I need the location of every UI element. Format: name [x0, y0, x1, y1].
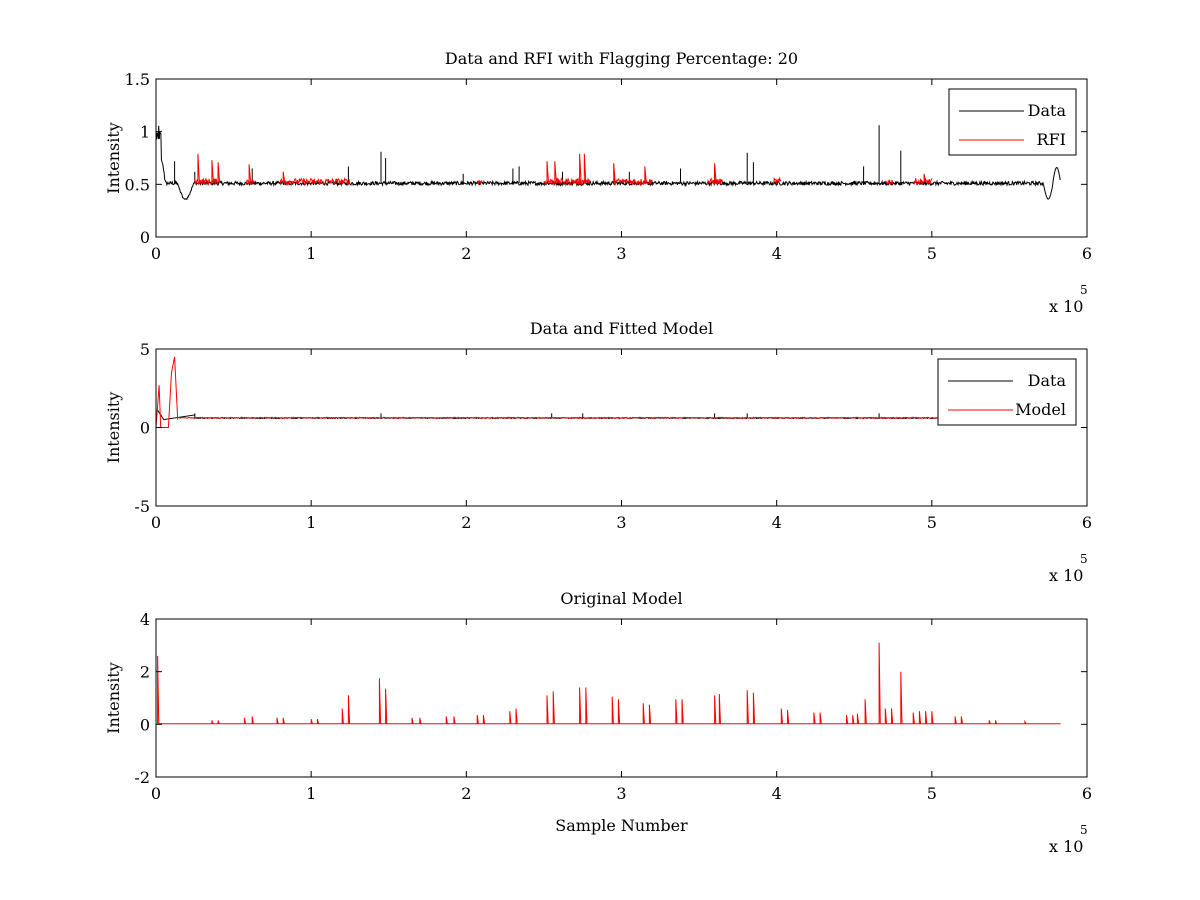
- x-tick-label: 6: [1082, 513, 1092, 532]
- plot-area: [156, 349, 1087, 506]
- x-tick-label: 3: [616, 244, 626, 263]
- legend: Data Model: [937, 358, 1077, 426]
- legend-box: [948, 88, 1077, 156]
- x-tick-label: 2: [461, 513, 471, 532]
- series-line-model: [157, 642, 1061, 725]
- plot-area: [156, 79, 1087, 237]
- y-tick-label: 1: [140, 123, 150, 142]
- x-tick-label: 4: [772, 244, 782, 263]
- x-scale-exponent: 5: [1080, 823, 1088, 837]
- chart-title: Data and RFI with Flagging Percentage: 2…: [445, 49, 798, 68]
- panel-1: Data RFI: [155, 78, 1088, 238]
- chart-title: Data and Fitted Model: [530, 319, 713, 338]
- y-tick-label: 0: [140, 419, 150, 438]
- x-tick-label: 0: [151, 513, 161, 532]
- x-scale-multiplier: x 10: [1049, 566, 1083, 585]
- y-tick-label: 5: [140, 340, 150, 359]
- series-line-data: [155, 125, 1061, 200]
- x-tick-label: 5: [927, 784, 937, 803]
- y-tick-label: 1.5: [125, 70, 150, 89]
- y-tick-label: -2: [134, 768, 150, 787]
- x-scale-exponent: 5: [1080, 552, 1088, 566]
- y-tick-label: 0.5: [125, 175, 150, 194]
- y-axis-label: Intensity: [104, 392, 123, 464]
- legend-label-model: Model: [1015, 400, 1066, 419]
- plot-area: [156, 619, 1087, 777]
- panel-3: [155, 618, 1088, 778]
- panel-2: Data Model: [155, 348, 1088, 507]
- x-tick-label: 0: [151, 784, 161, 803]
- legend-label-data: Data: [1028, 101, 1067, 120]
- x-scale-exponent: 5: [1080, 283, 1088, 297]
- x-tick-label: 1: [306, 244, 316, 263]
- legend: Data RFI: [948, 88, 1077, 156]
- legend-box: [937, 358, 1077, 426]
- x-scale-multiplier: x 10: [1049, 297, 1083, 316]
- x-tick-label: 5: [927, 513, 937, 532]
- y-tick-label: 4: [140, 610, 150, 629]
- y-tick-label: 0: [140, 228, 150, 247]
- x-tick-label: 1: [306, 784, 316, 803]
- series-line-rfi: [194, 153, 933, 187]
- x-tick-label: 6: [1082, 784, 1092, 803]
- chart-title: Original Model: [560, 589, 682, 608]
- legend-label-data: Data: [1028, 371, 1067, 390]
- x-tick-label: 3: [616, 513, 626, 532]
- x-axis-label: Sample Number: [555, 816, 688, 835]
- x-tick-label: 2: [461, 244, 471, 263]
- x-tick-label: 1: [306, 513, 316, 532]
- x-scale-multiplier: x 10: [1049, 837, 1083, 856]
- x-tick-label: 4: [772, 513, 782, 532]
- x-tick-label: 0: [151, 244, 161, 263]
- series-line-model: [155, 356, 1061, 428]
- y-tick-label: 2: [140, 663, 150, 682]
- x-tick-label: 2: [461, 784, 471, 803]
- x-tick-label: 3: [616, 784, 626, 803]
- x-tick-label: 4: [772, 784, 782, 803]
- x-tick-label: 5: [927, 244, 937, 263]
- y-tick-label: 0: [140, 715, 150, 734]
- legend-label-rfi: RFI: [1037, 130, 1066, 149]
- y-axis-label: Intensity: [104, 122, 123, 194]
- y-axis-label: Intensity: [104, 662, 123, 734]
- x-tick-label: 6: [1082, 244, 1092, 263]
- y-tick-label: -5: [134, 497, 150, 516]
